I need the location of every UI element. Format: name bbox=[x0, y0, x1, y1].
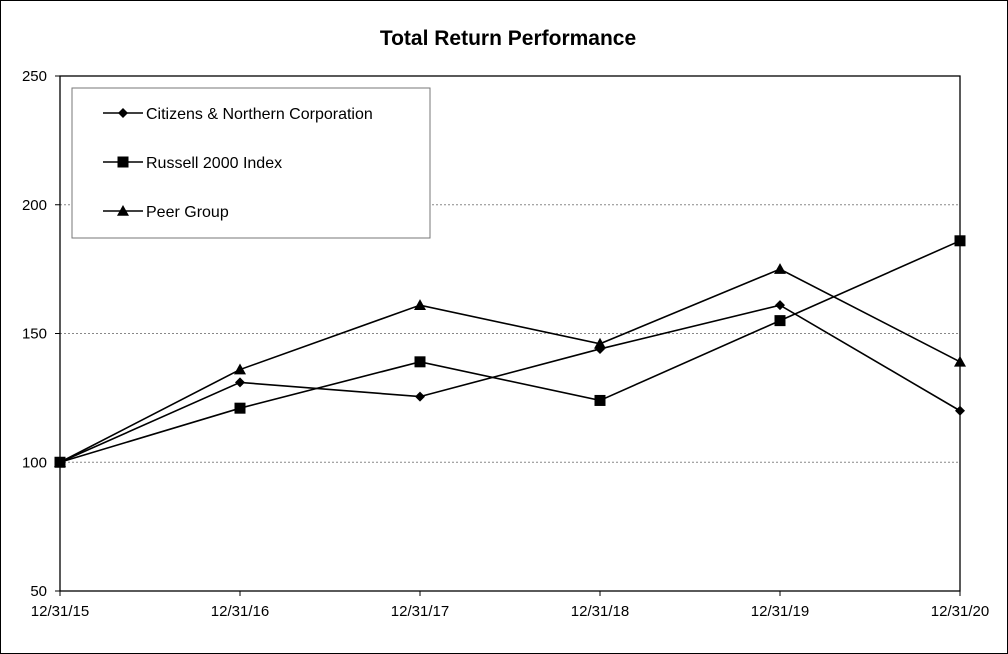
gridlines bbox=[60, 204, 960, 463]
data-point bbox=[414, 299, 426, 310]
y-tick-label: 50 bbox=[30, 583, 47, 600]
legend-item: Peer Group bbox=[103, 204, 229, 221]
x-tick-label: 12/31/20 bbox=[931, 603, 989, 620]
y-tick-label: 150 bbox=[22, 326, 47, 343]
data-point bbox=[774, 263, 786, 274]
series-2 bbox=[54, 263, 966, 468]
series-line bbox=[59, 240, 961, 464]
y-axis-ticks: 50 100 150 200 250 bbox=[22, 68, 60, 600]
data-point bbox=[234, 402, 246, 414]
series-line bbox=[59, 304, 961, 463]
legend-label: Russell 2000 Index bbox=[146, 155, 282, 172]
y-tick-label: 200 bbox=[22, 197, 47, 214]
data-point bbox=[955, 405, 965, 416]
data-point bbox=[235, 377, 245, 388]
x-tick-label: 12/31/19 bbox=[751, 603, 809, 620]
series-line bbox=[59, 268, 961, 463]
x-tick-label: 12/31/16 bbox=[211, 603, 269, 620]
y-tick-label: 250 bbox=[22, 68, 47, 85]
x-tick-label: 12/31/15 bbox=[31, 603, 89, 620]
data-point bbox=[234, 363, 246, 375]
data-point bbox=[954, 235, 966, 247]
data-point bbox=[774, 315, 786, 327]
legend: Citizens & Northern Corporation Russell 2… bbox=[71, 87, 431, 239]
data-point bbox=[594, 337, 606, 349]
x-axis-ticks: 12/31/15 12/31/16 12/31/17 12/31/18 12/31/19… bbox=[31, 591, 989, 620]
chart-title: Total Return Performance bbox=[380, 27, 636, 50]
data-point bbox=[775, 300, 785, 311]
legend-marker bbox=[117, 205, 129, 216]
data-point bbox=[414, 356, 426, 368]
legend-item: Citizens & Northern Corporation bbox=[103, 106, 373, 123]
data-point bbox=[415, 391, 425, 402]
x-tick-label: 12/31/18 bbox=[571, 603, 629, 620]
y-tick-label: 100 bbox=[22, 454, 47, 471]
x-tick-label: 12/31/17 bbox=[391, 603, 449, 620]
data-point bbox=[54, 456, 66, 468]
legend-label: Peer Group bbox=[146, 204, 229, 221]
legend-label: Citizens & Northern Corporation bbox=[146, 106, 373, 123]
series-1 bbox=[54, 235, 966, 468]
legend-marker bbox=[118, 108, 128, 118]
data-point bbox=[594, 394, 606, 406]
legend-item: Russell 2000 Index bbox=[103, 155, 282, 172]
legend-marker bbox=[117, 156, 129, 168]
data-point bbox=[954, 355, 966, 367]
series-group bbox=[54, 235, 966, 468]
